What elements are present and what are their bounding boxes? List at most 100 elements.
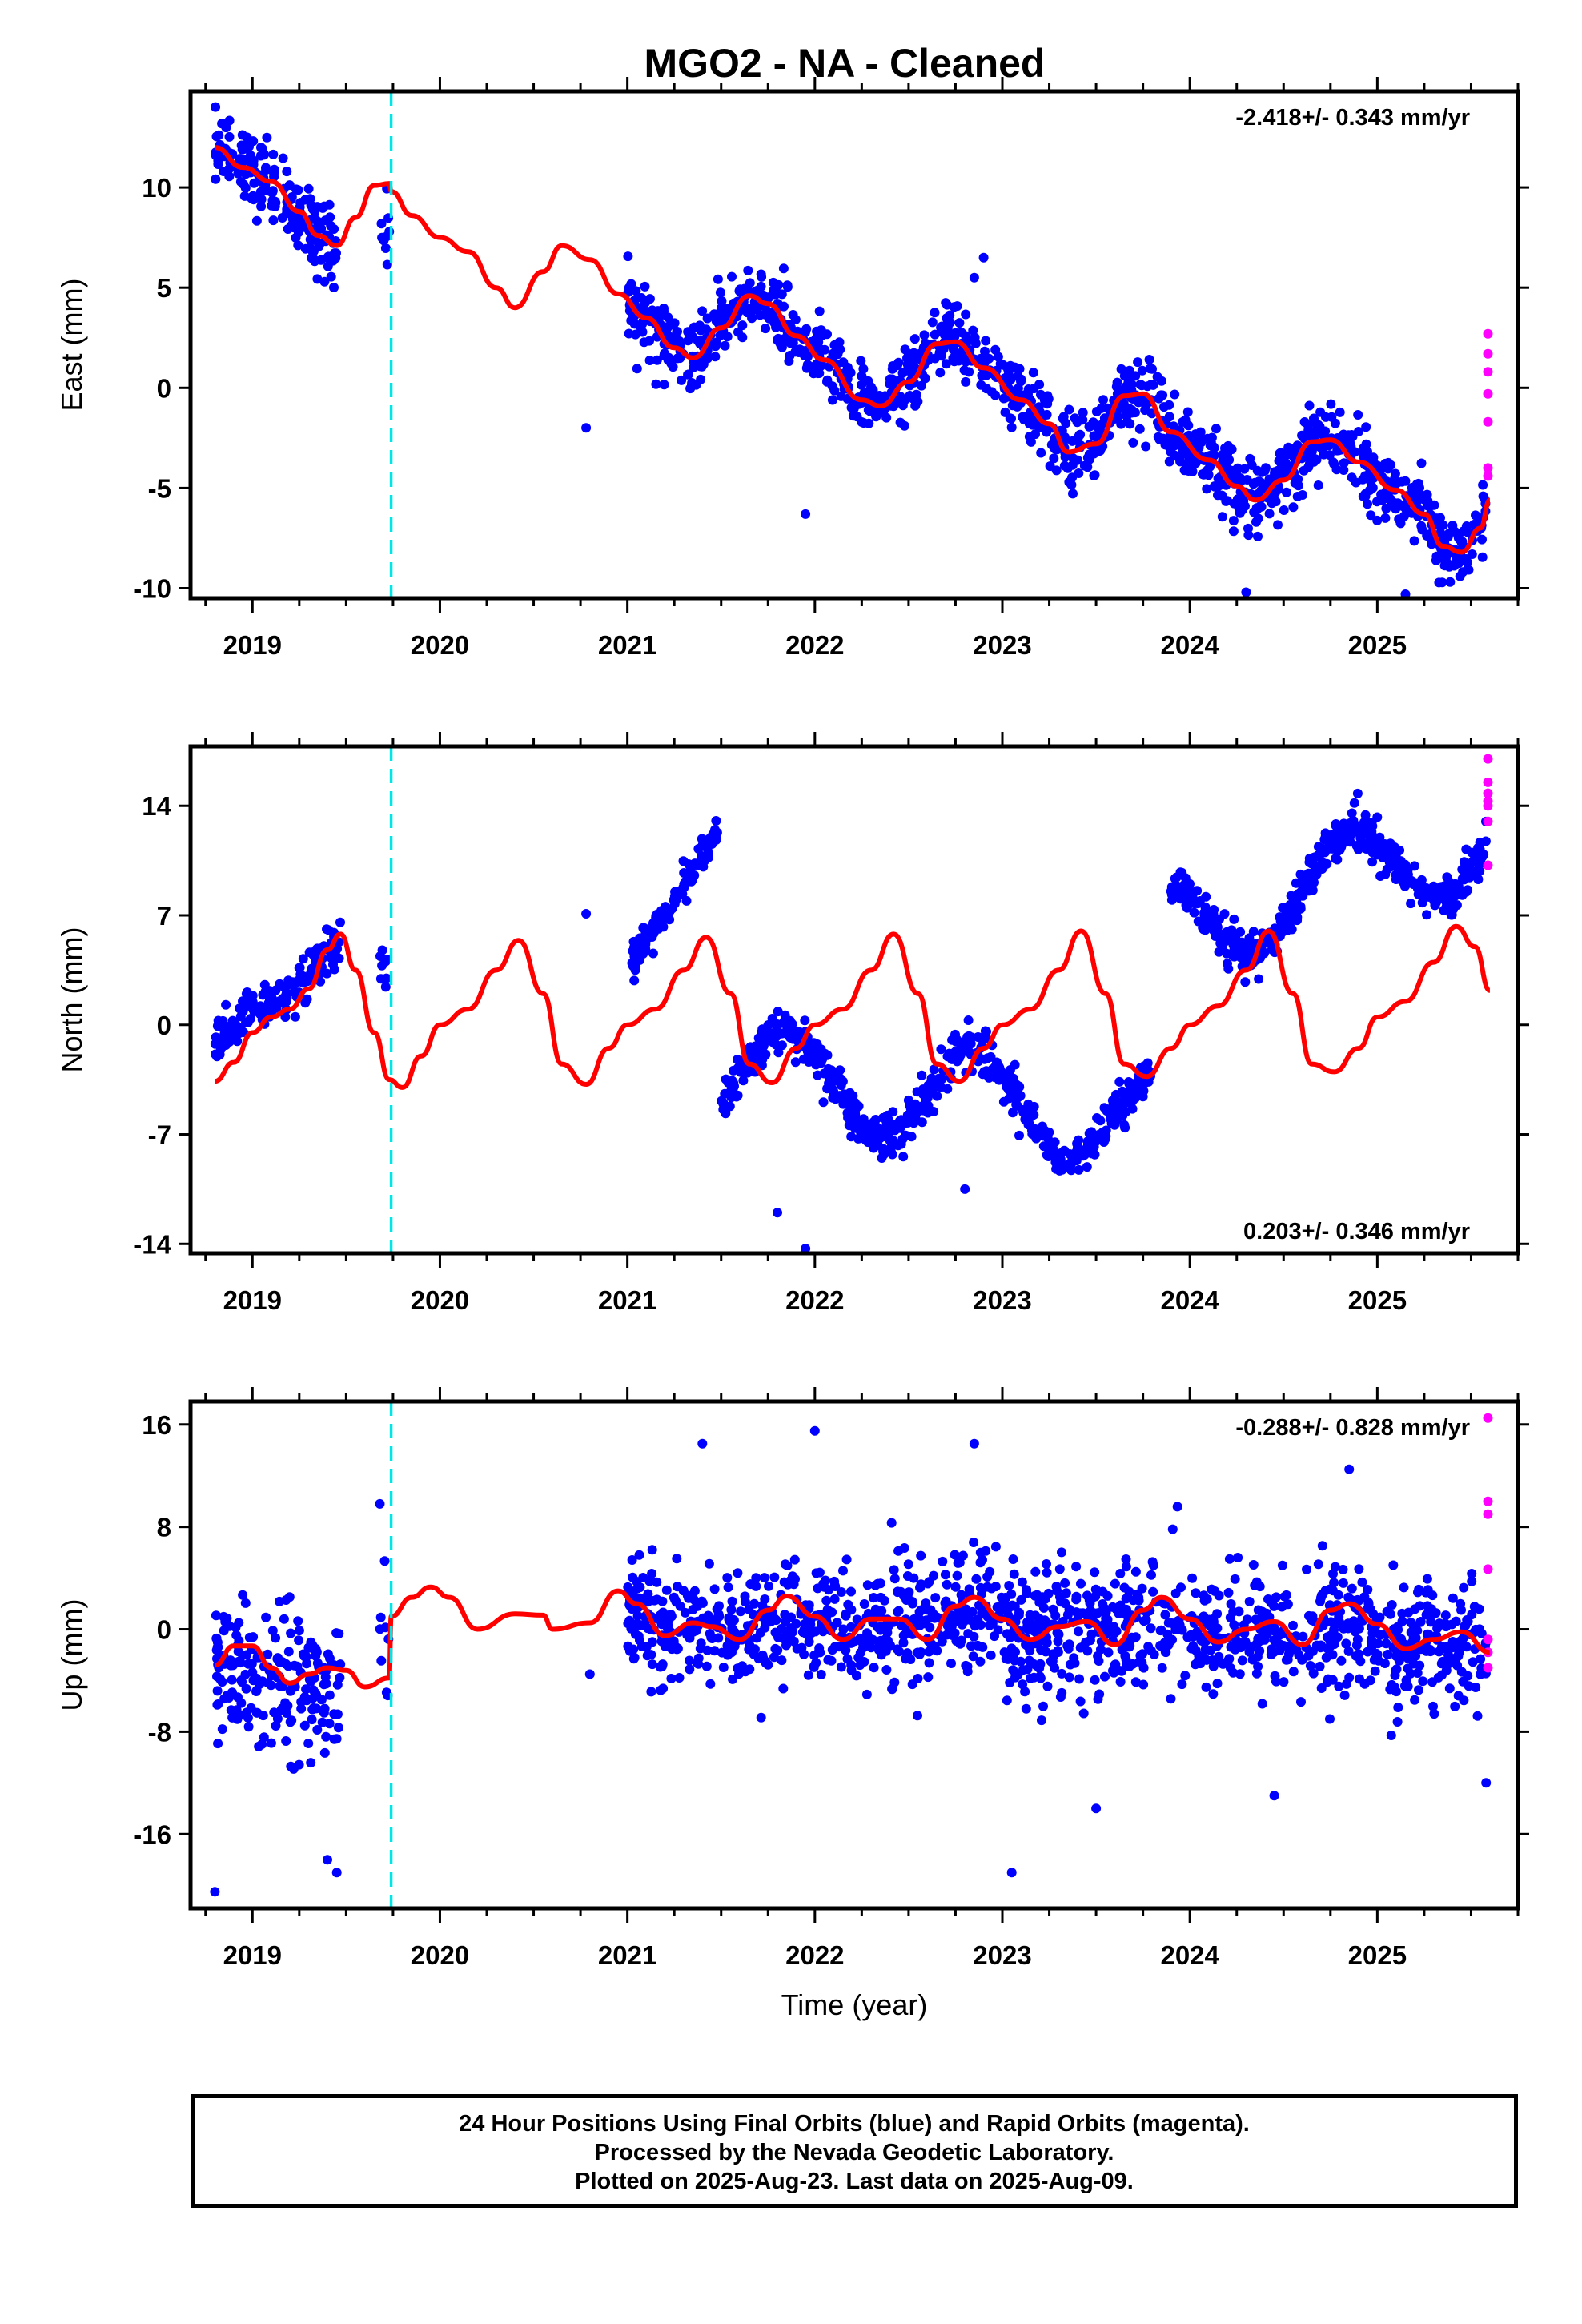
final-orbit-point [640,281,650,292]
final-orbit-point [892,360,902,371]
final-orbit-point [930,1613,940,1623]
final-orbit-point [331,1868,342,1878]
final-orbit-point [1121,1107,1131,1117]
final-orbit-point [705,1679,716,1689]
x-tick-label: 2024 [1160,630,1219,660]
final-orbit-point [733,1568,743,1578]
final-orbit-point [1172,1616,1182,1626]
rapid-orbit-point [1483,367,1493,377]
final-orbit-point [1339,429,1349,440]
final-orbit-point [1288,502,1299,513]
final-orbit-point [1189,907,1199,918]
final-orbit-point [329,283,339,292]
final-orbit-point [629,975,640,986]
final-orbit-point [1433,1672,1443,1683]
final-orbit-point [301,1651,311,1662]
final-orbit-point [288,1763,299,1774]
final-orbit-point [917,1089,928,1100]
final-orbit-point [779,1577,789,1587]
final-orbit-point [844,1120,854,1131]
final-orbit-point [268,149,279,159]
final-orbit-point [751,1581,761,1591]
final-orbit-point [1269,1791,1279,1801]
final-orbit-point [581,909,592,919]
final-orbit-point [1251,1668,1262,1679]
final-orbit-point [743,265,753,275]
final-orbit-point [248,1675,259,1686]
final-orbit-point [219,167,229,176]
final-orbit-point [1219,929,1229,939]
final-orbit-point [651,379,661,389]
final-orbit-point [1251,517,1261,527]
final-orbit-point [685,1664,695,1675]
final-orbit-point [375,951,385,961]
y-tick-label: 10 [142,173,171,203]
y-tick-label: 0 [157,1615,171,1645]
final-orbit-point [1066,480,1077,490]
final-orbit-point [1339,823,1350,834]
final-orbit-point [316,1695,327,1705]
final-orbit-point [1455,571,1465,581]
final-orbit-point [1164,456,1174,467]
final-orbit-point [286,1628,296,1638]
final-orbit-point [1425,1644,1435,1655]
final-orbit-point [714,1611,725,1622]
final-orbit-point [999,1647,1010,1658]
final-orbit-point [296,1703,307,1714]
final-orbit-point [1022,1664,1033,1675]
final-orbit-point [1172,1502,1182,1512]
final-orbit-point [1116,419,1126,429]
final-orbit-point [1459,1695,1469,1706]
final-orbit-point [1218,1659,1228,1669]
final-orbit-point [881,1120,892,1130]
final-orbit-point [814,1643,825,1654]
final-orbit-point [227,1675,237,1685]
final-orbit-point [1399,1648,1410,1659]
final-orbit-point [1228,526,1239,537]
final-orbit-point [289,1660,299,1671]
final-orbit-point [1121,1097,1131,1108]
final-orbit-point [1372,850,1383,860]
final-orbit-point [1215,938,1226,948]
final-orbit-point [1143,1642,1154,1652]
final-orbit-point [958,1550,968,1561]
final-orbit-point [1313,842,1323,852]
final-orbit-point [1442,872,1452,883]
north-rapid-orbit-points [1483,754,1493,870]
final-orbit-point [822,376,832,387]
final-orbit-point [697,1438,708,1449]
final-orbit-point [1146,1623,1156,1634]
final-orbit-point [1447,1593,1458,1603]
final-orbit-point [709,828,720,838]
final-orbit-point [1463,1671,1473,1681]
final-orbit-point [710,352,721,362]
final-orbit-point [1223,1587,1234,1598]
final-orbit-point [1157,1663,1167,1673]
final-orbit-point [1042,1567,1052,1578]
final-orbit-point [1223,963,1234,974]
final-orbit-point [1078,408,1088,418]
final-orbit-point [1128,437,1138,448]
rapid-orbit-point [1483,777,1493,787]
final-orbit-point [889,1574,900,1584]
final-orbit-point [923,1672,934,1683]
final-orbit-point [320,1672,331,1683]
final-orbit-point [1025,411,1035,421]
final-orbit-point [782,1561,793,1570]
final-orbit-point [241,1683,251,1694]
footer-line-1: 24 Hour Positions Using Final Orbits (bl… [459,2111,1250,2137]
final-orbit-point [1352,788,1363,798]
final-orbit-point [1057,1547,1066,1558]
east-model-fit-line [214,145,1492,555]
final-orbit-point [698,1613,709,1623]
final-orbit-point [332,1679,343,1690]
final-orbit-point [302,1659,311,1669]
final-orbit-point [1205,461,1215,472]
rapid-orbit-point [1483,348,1493,359]
final-orbit-point [1205,1621,1215,1631]
final-orbit-point [1125,419,1135,429]
final-orbit-point [1210,1586,1220,1596]
final-orbit-point [801,509,811,519]
final-orbit-point [1393,1625,1403,1635]
final-orbit-point [1481,1778,1492,1788]
